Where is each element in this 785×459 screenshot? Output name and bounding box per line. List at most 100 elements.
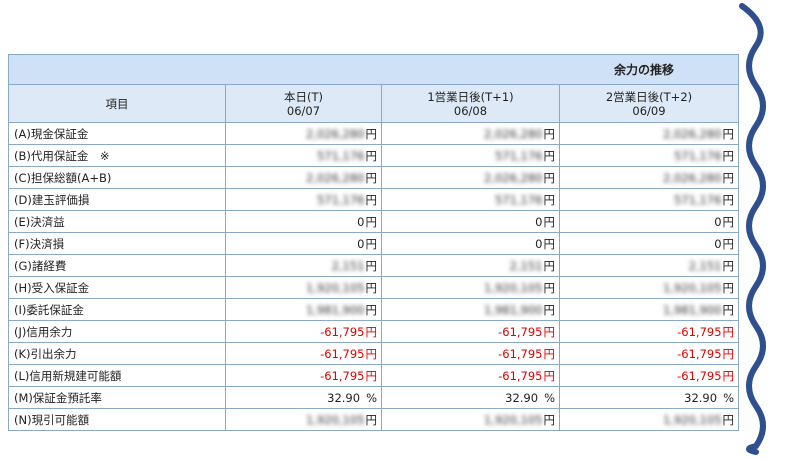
row-value: 1,920,105	[305, 412, 365, 427]
row-unit: 円	[722, 170, 735, 185]
row-value: 0	[357, 236, 365, 251]
row-label: (K)引出余力	[8, 342, 226, 365]
row-value: -61,795	[320, 368, 365, 383]
row-value-cell: -61,795円	[381, 320, 560, 343]
row-unit: 円	[365, 258, 378, 273]
row-label: (D)建玉評価損	[8, 188, 226, 211]
row-unit: 円	[365, 280, 378, 295]
row-value-cell: 2,026,280円	[381, 166, 560, 189]
row-value-cell: 571,176円	[381, 188, 560, 211]
header-col-t2: 2営業日後(T+2) 06/09	[558, 84, 740, 123]
row-value-cell: 2,151円	[225, 254, 382, 277]
row-unit: 円	[543, 412, 556, 427]
row-value: 32.90	[684, 390, 718, 405]
header-col-label: 本日(T)	[284, 89, 323, 104]
row-value-cell: 1,920,105円	[225, 276, 382, 299]
row-label: (E)決済益	[8, 210, 226, 233]
row-unit: %	[544, 390, 555, 405]
torn-edge-wave-decoration	[739, 3, 766, 455]
row-value: -61,795	[677, 368, 722, 383]
row-value-cell: 0円	[558, 232, 740, 255]
row-unit: 円	[722, 236, 735, 251]
table-row: (J)信用余力 -61,795円 -61,795円 -61,795円	[8, 320, 740, 343]
row-value: 1,920,105	[483, 280, 543, 295]
table-row: (F)決済損 0円 0円 0円	[8, 232, 740, 255]
row-value-cell: 571,176円	[381, 144, 560, 167]
row-value-cell: 0円	[225, 232, 382, 255]
row-unit: 円	[722, 192, 735, 207]
table-row: (G)諸経費 2,151円 2,151円 2,151円	[8, 254, 740, 277]
row-unit: 円	[543, 236, 556, 251]
row-value: 571,176	[494, 192, 543, 207]
table-header-row: 項目 本日(T) 06/07 1営業日後(T+1) 06/08 2営業日後(T+2)…	[8, 84, 740, 123]
row-value-cell: 1,981,900円	[381, 298, 560, 321]
row-value-cell: -61,795円	[558, 320, 740, 343]
row-value-cell: 0円	[381, 232, 560, 255]
wave-line	[739, 3, 766, 455]
row-value-cell: 571,176円	[225, 144, 382, 167]
row-value: 2,151	[509, 258, 543, 273]
row-value-cell: 2,026,280円	[558, 166, 740, 189]
table-title: 余力の推移	[7, 54, 740, 85]
row-value: 0	[535, 236, 543, 251]
row-value-cell: 571,176円	[558, 144, 740, 167]
table-row: (D)建玉評価損 571,176円 571,176円 571,176円	[8, 188, 740, 211]
row-value-cell: 2,026,280円	[558, 122, 740, 145]
row-value: -61,795	[320, 324, 365, 339]
row-label: (F)決済損	[8, 232, 226, 255]
table-row: (C)担保総額(A+B) 2,026,280円 2,026,280円 2,026,28…	[8, 166, 740, 189]
table-row: (N)現引可能額 1,920,105円 1,920,105円 1,920,105円	[8, 408, 740, 431]
header-col-date: 06/09	[632, 103, 666, 118]
row-value: 1,981,900	[305, 302, 365, 317]
row-value: 571,176	[494, 148, 543, 163]
table-row: (K)引出余力 -61,795円 -61,795円 -61,795円	[8, 342, 740, 365]
row-value: 1,981,900	[662, 302, 722, 317]
row-value: 1,920,105	[305, 280, 365, 295]
row-value-cell: -61,795円	[225, 342, 382, 365]
row-unit: 円	[722, 214, 735, 229]
row-value: 2,151	[688, 258, 722, 273]
row-value: 2,151	[331, 258, 365, 273]
table-row: (M)保証金預託率 32.90% 32.90% 32.90%	[8, 386, 740, 409]
row-unit: 円	[365, 192, 378, 207]
table-row: (A)現金保証金 2,026,280円 2,026,280円 2,026,280円	[8, 122, 740, 145]
row-unit: 円	[365, 324, 378, 339]
row-value: 0	[714, 236, 722, 251]
row-value: 1,920,105	[483, 412, 543, 427]
table-row: (E)決済益 0円 0円 0円	[8, 210, 740, 233]
table-row: (H)受入保証金 1,920,105円 1,920,105円 1,920,105円	[8, 276, 740, 299]
row-unit: 円	[543, 126, 556, 141]
margin-transition-panel: 余力の推移 項目 本日(T) 06/07 1営業日後(T+1) 06/08 2営業日…	[7, 54, 740, 431]
row-label: (M)保証金預託率	[8, 386, 226, 409]
row-label: (G)諸経費	[8, 254, 226, 277]
row-value-cell: -61,795円	[381, 364, 560, 387]
row-value-cell: 1,981,900円	[225, 298, 382, 321]
row-label: (I)委託保証金	[8, 298, 226, 321]
row-value: -61,795	[498, 368, 543, 383]
row-value-cell: 1,920,105円	[381, 408, 560, 431]
row-unit: 円	[543, 148, 556, 163]
row-value-cell: -61,795円	[558, 364, 740, 387]
row-value-cell: 2,151円	[558, 254, 740, 277]
row-unit: 円	[365, 214, 378, 229]
row-unit: 円	[722, 368, 735, 383]
row-label: (C)担保総額(A+B)	[8, 166, 226, 189]
row-value: 2,026,280	[662, 170, 722, 185]
row-value-cell: 32.90%	[381, 386, 560, 409]
row-unit: 円	[365, 412, 378, 427]
row-value: -61,795	[320, 346, 365, 361]
row-label: (B)代用保証金 ※	[8, 144, 226, 167]
row-label: (J)信用余力	[8, 320, 226, 343]
row-value: 1,981,900	[483, 302, 543, 317]
row-unit: 円	[543, 368, 556, 383]
row-unit: 円	[543, 324, 556, 339]
margin-table: 余力の推移 項目 本日(T) 06/07 1営業日後(T+1) 06/08 2営業日…	[7, 54, 740, 431]
row-value-cell: 32.90%	[225, 386, 382, 409]
row-unit: 円	[365, 170, 378, 185]
row-value-cell: 1,920,105円	[558, 276, 740, 299]
header-item: 項目	[8, 84, 226, 123]
row-value-cell: -61,795円	[381, 342, 560, 365]
row-unit: 円	[543, 258, 556, 273]
row-unit: 円	[543, 346, 556, 361]
row-value-cell: 1,981,900円	[558, 298, 740, 321]
